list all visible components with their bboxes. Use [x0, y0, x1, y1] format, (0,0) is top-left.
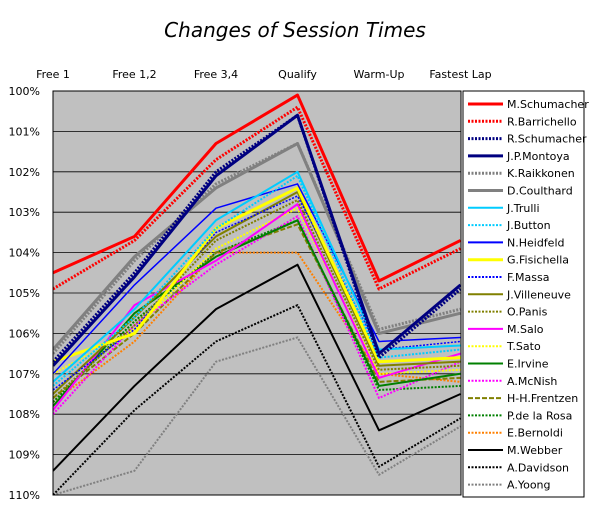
legend-label: D.Coulthard: [507, 185, 573, 198]
legend-label: A.McNish: [507, 375, 557, 388]
legend-label: E.Bernoldi: [507, 427, 563, 440]
chart-title: Changes of Session Times: [164, 18, 426, 42]
series-line-d-coulthard: [53, 142, 461, 351]
legend-label: J.P.Montoya: [506, 150, 570, 163]
legend-label: P.de la Rosa: [507, 409, 572, 422]
y-tick-label: 109%: [9, 449, 40, 462]
series-line-m-salo: [53, 203, 461, 411]
legend-label: E.Irvine: [507, 358, 549, 371]
y-tick-label: 108%: [9, 408, 40, 421]
series-line-a-mcnish: [53, 215, 461, 415]
legend-label: O.Panis: [507, 306, 548, 319]
series-line-a-davidson: [53, 304, 461, 495]
category-label: Free 1,2: [112, 68, 156, 81]
category-label: Qualify: [278, 68, 317, 81]
legend-label: J.Trulli: [506, 202, 540, 215]
legend-label: M.Webber: [507, 444, 563, 457]
legend-items: M.Schumacher R.Barrichello R.Schumacher J.P…: [468, 98, 589, 492]
series-line-j-trulli: [53, 170, 461, 383]
category-labels: Free 1 Free 1,2 Free 3,4 Qualify Warm-Up Fast…: [36, 68, 492, 81]
series-lines: [53, 93, 461, 495]
y-tick-label: 100%: [9, 85, 40, 98]
legend-label: A.Davidson: [507, 461, 569, 474]
series-line-j-p-montoya: [53, 113, 461, 367]
category-label: Warm-Up: [354, 68, 405, 81]
legend-label: J.Villeneuve: [506, 288, 571, 301]
y-tick-label: 106%: [9, 327, 40, 340]
legend-label: T.Sato: [506, 340, 541, 353]
y-tick-label: 107%: [9, 368, 40, 381]
legend-label: M.Salo: [507, 323, 544, 336]
y-tick-label: 104%: [9, 247, 40, 260]
legend-label: M.Schumacher: [507, 98, 589, 111]
series-line-a-yoong: [53, 336, 461, 495]
series-line-m-schumacher: [53, 93, 461, 283]
legend-label: R.Schumacher: [507, 133, 587, 146]
y-axis-tick-labels: 100% 101% 102% 103% 104% 105% 106% 107% 108% 109%…: [9, 85, 40, 502]
legend-label: G.Fisichella: [507, 254, 569, 267]
category-label: Free 3,4: [194, 68, 238, 81]
legend-label: F.Massa: [507, 271, 550, 284]
y-tick-label: 105%: [9, 287, 40, 300]
legend-label: N.Heidfeld: [507, 236, 564, 249]
category-label: Free 1: [36, 68, 70, 81]
legend-label: K.Raikkonen: [507, 167, 575, 180]
series-line-k-raikkonen: [53, 142, 461, 355]
plot-border: [52, 90, 462, 496]
series-line-r-schumacher: [53, 113, 461, 363]
series-line-e-bernoldi: [53, 251, 461, 403]
series-line-j-button: [53, 174, 461, 387]
y-tick-label: 101%: [9, 125, 40, 138]
y-tick-label: 110%: [9, 489, 40, 502]
series-line-j-villeneuve: [53, 191, 461, 395]
legend-label: A.Yoong: [507, 479, 551, 492]
series-line-g-fisichella: [53, 186, 461, 364]
y-tick-label: 102%: [9, 166, 40, 179]
y-tick-label: 103%: [9, 206, 40, 219]
legend-label: J.Button: [506, 219, 551, 232]
legend-label: H-H.Frentzen: [507, 392, 578, 405]
category-label: Fastest Lap: [429, 68, 491, 81]
series-line-p-de-la-rosa: [53, 219, 461, 403]
series-line-m-webber: [53, 263, 461, 472]
legend-label: R.Barrichello: [507, 115, 577, 128]
